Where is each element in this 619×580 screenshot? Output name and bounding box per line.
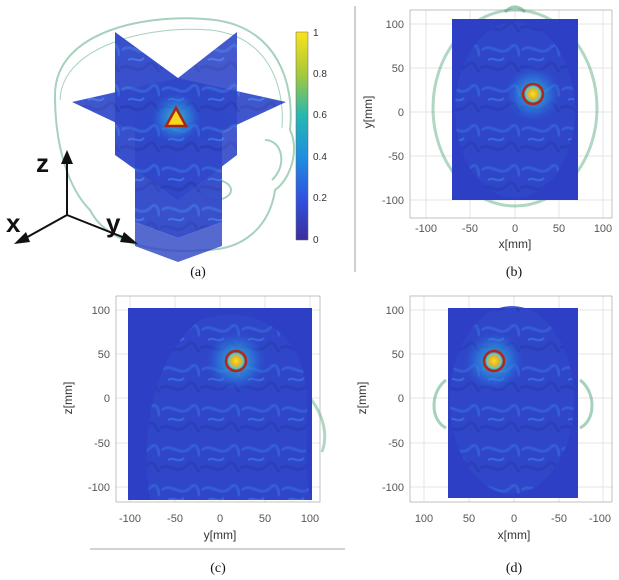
x-tick: 50	[553, 223, 565, 235]
x-tick: 50	[463, 513, 475, 525]
x-axis-title: x[mm]	[498, 528, 531, 542]
x-tick: -50	[462, 223, 478, 235]
y-tick: -50	[388, 438, 404, 450]
colorbar-tick: 0.8	[313, 69, 327, 80]
x-tick: -100	[119, 513, 141, 525]
x-tick: -100	[415, 223, 437, 235]
caption-b: (b)	[506, 265, 523, 280]
panel-a: 1 0.8 0.6 0.4 0.2 0 z x y (a)	[6, 17, 327, 280]
y-tick: 50	[392, 63, 404, 75]
x-tick: 100	[301, 513, 319, 525]
caption-c: (c)	[210, 561, 226, 576]
colorbar: 1 0.8 0.6 0.4 0.2 0	[295, 28, 327, 246]
y-tick: 100	[386, 19, 404, 31]
y-tick: 50	[392, 349, 404, 361]
y-tick: 100	[386, 305, 404, 317]
hotspot	[224, 349, 248, 373]
y-axis-label: y	[106, 208, 121, 238]
x-tick: 50	[259, 513, 271, 525]
y-axis-title: y[mm]	[361, 96, 375, 129]
x-tick: 100	[415, 513, 433, 525]
y-tick: 0	[398, 107, 404, 119]
y-axis-title: z[mm]	[355, 382, 369, 415]
colorbar-tick: 1	[313, 28, 319, 39]
x-tick: 0	[217, 513, 223, 525]
colorbar-tick: 0	[313, 235, 319, 246]
y-tick: -50	[388, 151, 404, 163]
y-axis-title: z[mm]	[61, 382, 75, 415]
y-tick: -100	[88, 482, 110, 494]
slice-planes	[72, 32, 286, 262]
y-tick: 100	[92, 305, 110, 317]
y-tick: 50	[98, 349, 110, 361]
caption-a: (a)	[190, 265, 206, 280]
hotspot	[521, 82, 545, 106]
colorbar-tick: 0.2	[313, 193, 327, 204]
x-tick: 100	[594, 223, 612, 235]
x-tick: 0	[511, 513, 517, 525]
y-tick: -50	[94, 438, 110, 450]
x-tick: -50	[167, 513, 183, 525]
x-tick: -100	[589, 513, 611, 525]
colorbar-tick: 0.4	[313, 152, 327, 163]
panel-c: -100 -50 0 50 100 100 50 0 -50 -100 y[mm…	[61, 295, 327, 576]
x-tick: -50	[551, 513, 567, 525]
colorbar-tick: 0.6	[313, 110, 327, 121]
y-tick: 0	[398, 393, 404, 405]
z-axis-label: z	[36, 148, 49, 178]
x-tick: 0	[512, 223, 518, 235]
panel-d: 100 50 0 -50 -100 100 50 0 -50 -100 x[mm…	[355, 295, 613, 576]
x-axis-label: x	[6, 208, 21, 238]
y-tick: -100	[382, 195, 404, 207]
panel-b: -100 -50 0 50 100 100 50 0 -50 -100 x[mm…	[361, 5, 613, 280]
y-tick: -100	[382, 482, 404, 494]
x-axis-title: x[mm]	[499, 237, 532, 251]
caption-d: (d)	[506, 561, 523, 576]
x-axis-title: y[mm]	[204, 528, 237, 542]
coordinate-axes	[14, 150, 138, 244]
y-tick: 0	[104, 393, 110, 405]
hotspot	[482, 349, 506, 373]
